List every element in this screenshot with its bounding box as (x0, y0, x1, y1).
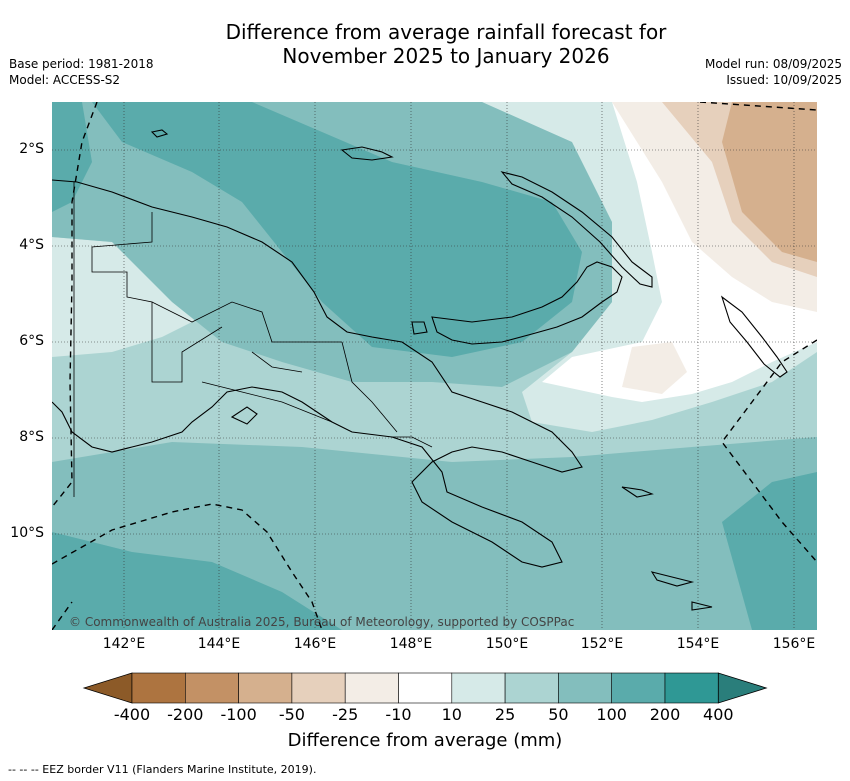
colorbar-cell (344, 672, 399, 704)
colorbar-label: 10 (441, 705, 462, 724)
colorbar-label: 400 (703, 705, 734, 724)
issued-date: Issued: 10/09/2025 (726, 73, 842, 87)
colorbar-cell (558, 672, 612, 704)
lon-tick-154: 154°E (676, 636, 720, 652)
colorbar-title: Difference from average (mm) (287, 730, 563, 751)
colorbar-extend-high (717, 672, 768, 704)
colorbar-label: 200 (649, 705, 681, 724)
model-run: Model run: 08/09/2025 (704, 57, 842, 71)
lat-tick-2s: 2°S (19, 141, 44, 157)
meta-right: Model run: 08/09/2025 Issued: 10/09/2025 (705, 56, 842, 88)
provincial-borders (73, 182, 433, 497)
rainfall-map: © Commonwealth of Australia 2025, Bureau… (52, 102, 817, 630)
shade-100-200-nw (52, 102, 92, 212)
lon-tick-148: 148°E (389, 636, 433, 652)
colorbar-label: 50 (548, 705, 569, 724)
colorbar-label: -10 (385, 705, 412, 724)
gridlines (52, 102, 817, 630)
lon-tick-150: 150°E (485, 636, 529, 652)
title-line-1: Difference from average rainfall forecas… (225, 20, 667, 44)
lat-tick-10s: 10°S (10, 525, 44, 541)
shade-100-200-sw (52, 532, 342, 630)
colorbar-cell (291, 672, 346, 704)
colorbar-cell (504, 672, 559, 704)
map-title: Difference from average rainfall forecas… (150, 20, 742, 68)
colorbar-cell (185, 672, 239, 704)
colorbar-label: -25 (332, 705, 359, 724)
base-period: Base period: 1981-2018 (9, 57, 154, 71)
lon-tick-146: 146°E (293, 636, 337, 652)
copyright-text: © Commonwealth of Australia 2025, Bureau… (69, 615, 574, 629)
meta-left: Base period: 1981-2018 Model: ACCESS-S2 (9, 56, 154, 88)
shade-neg10-small (622, 342, 687, 394)
lat-tick-4s: 4°S (19, 237, 44, 253)
colorbar-cell (611, 672, 666, 704)
colorbar-label: -100 (220, 705, 257, 724)
colorbar-cell (664, 672, 719, 704)
colorbar-extend-low (82, 672, 133, 704)
lon-tick-142: 142°E (102, 636, 146, 652)
lat-tick-6s: 6°S (19, 333, 44, 349)
lat-tick-8s: 8°S (19, 429, 44, 445)
colorbar-cell (131, 672, 186, 704)
colorbar-label: 100 (596, 705, 627, 724)
colorbar-cell (398, 672, 453, 704)
shade-100-200-se (722, 472, 817, 630)
colorbar-label: -200 (167, 705, 204, 724)
colorbar-label: -50 (278, 705, 305, 724)
shade-100-200-north (52, 102, 582, 357)
colorbar (82, 672, 768, 704)
lon-tick-156: 156°E (772, 636, 816, 652)
model-name: Model: ACCESS-S2 (9, 73, 121, 87)
lon-tick-152: 152°E (580, 636, 624, 652)
lon-tick-144: 144°E (197, 636, 241, 652)
shade-neg50-neg100 (722, 102, 817, 262)
colorbar-cell (451, 672, 506, 704)
colorbar-cell (238, 672, 293, 704)
title-line-2: November 2025 to January 2026 (282, 44, 610, 68)
eez-borders (52, 102, 817, 630)
eez-footnote: -- -- -- EEZ border V11 (Flanders Marine… (8, 763, 317, 776)
colorbar-label: -400 (113, 705, 151, 724)
coastlines (52, 129, 788, 611)
colorbar-label: 25 (494, 705, 516, 724)
